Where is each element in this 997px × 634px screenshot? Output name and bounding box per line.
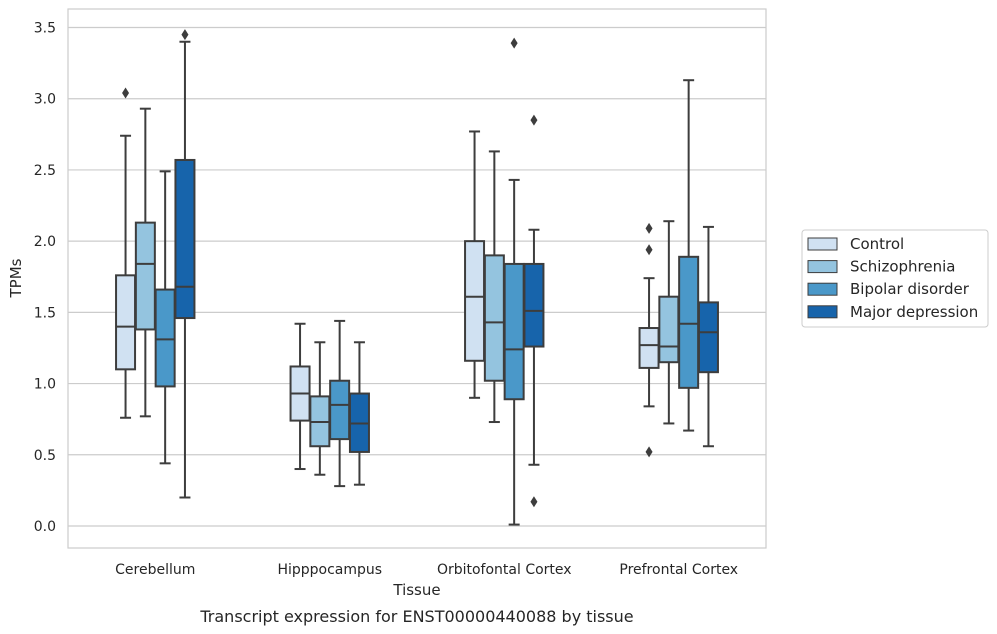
outlier-point <box>530 496 538 508</box>
x-tick-label: Prefrontal Cortex <box>619 562 738 578</box>
x-tick-label: Orbitofontal Cortex <box>437 562 572 578</box>
y-tick-label: 2.0 <box>34 234 56 250</box>
outlier-point <box>645 222 653 234</box>
iqr-box <box>329 379 351 441</box>
box-control-cerebellum <box>115 87 137 419</box>
legend-swatch <box>807 237 838 251</box>
outlier-point <box>181 29 189 41</box>
iqr-box <box>523 262 545 348</box>
legend-label: Schizophrenia <box>850 258 955 276</box>
y-tick-label: 3.5 <box>34 21 56 37</box>
outlier-point <box>122 87 130 99</box>
box-schizophrenia-orbitofontal-cortex <box>483 150 505 424</box>
box-plots <box>115 29 719 526</box>
y-tick-label: 0.0 <box>34 519 56 535</box>
x-axis-label: Tissue <box>392 581 440 599</box>
y-tick-label: 1.5 <box>34 305 56 321</box>
iqr-box <box>503 262 525 401</box>
box-control-orbitofontal-cortex <box>464 130 486 399</box>
iqr-box <box>115 274 137 371</box>
y-tick-label: 0.5 <box>34 448 56 464</box>
legend-swatch <box>807 305 838 319</box>
box-bipolar-disorder-hipppocampus <box>329 319 351 488</box>
box-major-depression-prefrontal-cortex <box>697 225 719 448</box>
legend-item-control: Control <box>807 235 904 253</box>
box-schizophrenia-cerebellum <box>134 107 156 418</box>
box-major-depression-hipppocampus <box>348 341 370 486</box>
outlier-point <box>510 37 518 49</box>
legend-swatch <box>807 282 838 296</box>
box-bipolar-disorder-orbitofontal-cortex <box>503 37 525 526</box>
legend-label: Bipolar disorder <box>850 280 970 298</box>
legend-frame <box>801 229 989 328</box>
legend-swatch <box>807 260 838 274</box>
box-bipolar-disorder-cerebellum <box>154 170 176 465</box>
iqr-box <box>638 327 660 369</box>
legend-item-bipolar-disorder: Bipolar disorder <box>807 280 970 298</box>
box-major-depression-orbitofontal-cortex <box>523 114 545 508</box>
y-axis-label: TPMs <box>7 258 25 298</box>
iqr-box <box>658 295 680 364</box>
box-bipolar-disorder-prefrontal-cortex <box>678 79 700 432</box>
box-control-hipppocampus <box>289 322 311 471</box>
iqr-box <box>174 158 196 320</box>
iqr-box <box>483 254 505 382</box>
legend-label: Major depression <box>850 303 978 321</box>
outlier-point <box>645 446 653 458</box>
y-tick-labels: 0.0 0.5 1.0 1.5 2.0 2.5 3.0 3.5 <box>34 21 56 536</box>
legend: Control Schizophrenia Bipolar disorder Majo… <box>801 229 989 328</box>
x-tick-labels: Cerebellum Hipppocampus Orbitofontal Corte… <box>115 562 738 578</box>
box-schizophrenia-prefrontal-cortex <box>658 220 680 425</box>
iqr-box <box>134 221 156 331</box>
legend-item-schizophrenia: Schizophrenia <box>807 258 955 276</box>
outlier-point <box>645 244 653 256</box>
iqr-box <box>697 301 719 374</box>
box-control-prefrontal-cortex <box>638 222 660 458</box>
iqr-box <box>154 288 176 388</box>
legend-item-major-depression: Major depression <box>807 303 978 321</box>
y-tick-label: 2.5 <box>34 163 56 179</box>
legend-label: Control <box>850 235 904 253</box>
outlier-point <box>530 114 538 126</box>
x-tick-label: Cerebellum <box>115 562 195 578</box>
gridlines <box>68 26 766 527</box>
plot-frame <box>67 8 767 549</box>
iqr-box <box>678 255 700 389</box>
y-tick-label: 3.0 <box>34 92 56 108</box>
x-tick-label: Hipppocampus <box>277 562 382 578</box>
chart-caption: Transcript expression for ENST0000044008… <box>199 607 633 626</box>
y-tick-label: 1.0 <box>34 377 56 393</box>
iqr-box <box>464 240 486 362</box>
box-major-depression-cerebellum <box>174 29 196 499</box>
